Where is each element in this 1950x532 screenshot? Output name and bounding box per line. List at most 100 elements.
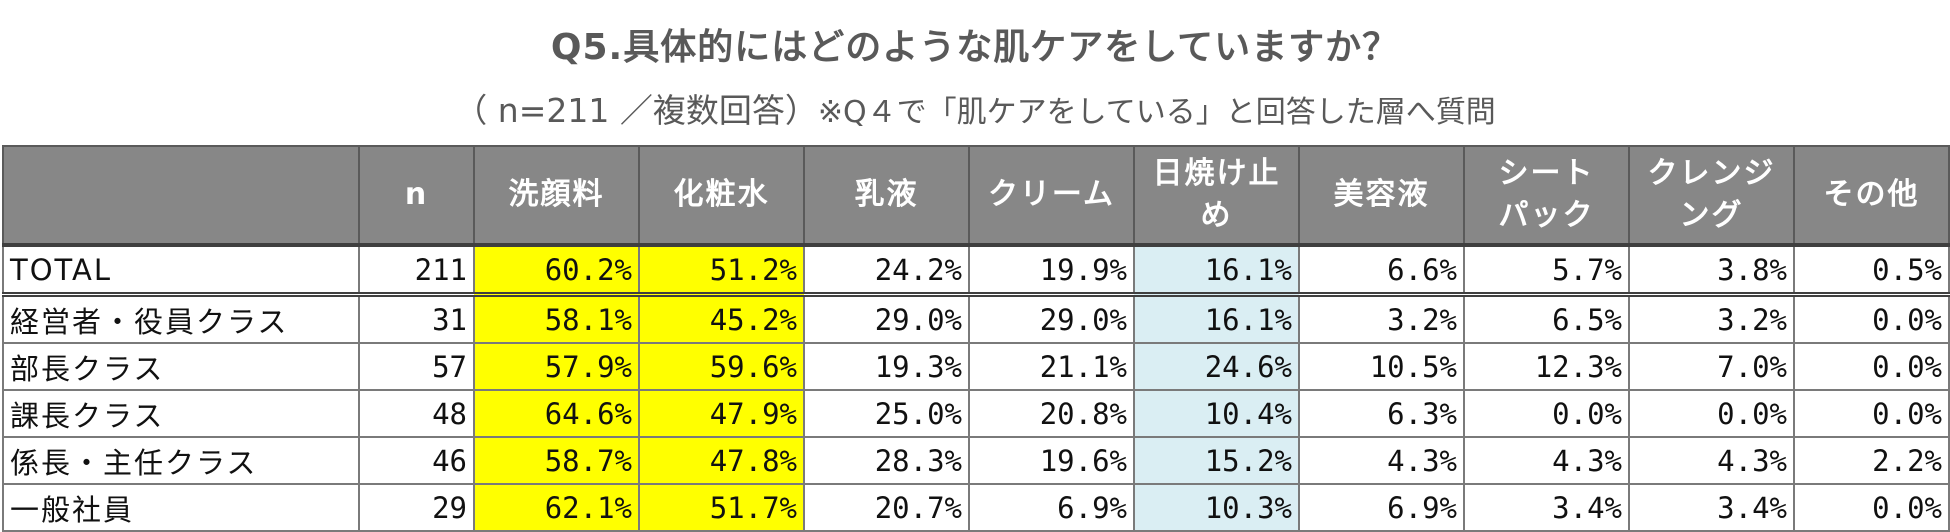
value-cell: 24.2%: [803, 243, 970, 297]
column-header: クリーム: [968, 145, 1135, 246]
value-cell: 64.6%: [473, 389, 640, 438]
value-cell: 12.3%: [1463, 342, 1630, 391]
column-header-label: 洗顔料: [508, 177, 605, 212]
table-row: TOTAL 211 60.2% 51.2% 24.2% 19.9% 16.1% 6.6% 5.7…: [2, 243, 1950, 297]
value-cell: 62.1%: [473, 483, 640, 532]
row-n: 46: [358, 436, 475, 485]
column-header: n: [358, 145, 475, 246]
value-cell: 10.4%: [1133, 389, 1300, 438]
row-n: 29: [358, 483, 475, 532]
value-cell: 29.0%: [968, 293, 1135, 344]
results-table: n 洗顔料 化粧水 乳液 クリーム 日焼け止め美容液 シート パック クレンジ ング その他 TOT…: [2, 145, 1950, 532]
row-n: 57: [358, 342, 475, 391]
value-cell: 4.3%: [1298, 436, 1465, 485]
header-row: n 洗顔料 化粧水 乳液 クリーム 日焼け止め美容液 シート パック クレンジ ング その他: [2, 145, 1950, 246]
value-cell: 4.3%: [1628, 436, 1795, 485]
value-cell: 20.7%: [803, 483, 970, 532]
column-header-label-line2: パック: [1498, 198, 1595, 233]
column-header: シート パック: [1463, 145, 1630, 246]
value-cell: 2.2%: [1793, 436, 1950, 485]
row-n: 31: [358, 293, 475, 344]
value-cell: 28.3%: [803, 436, 970, 485]
value-cell: 3.2%: [1628, 293, 1795, 344]
value-cell: 19.3%: [803, 342, 970, 391]
table-row: 一般社員 29 62.1% 51.7% 20.7% 6.9% 10.3% 6.9% 3.4% 3.…: [2, 483, 1950, 532]
value-cell: 0.0%: [1463, 389, 1630, 438]
value-cell: 57.9%: [473, 342, 640, 391]
value-cell: 25.0%: [803, 389, 970, 438]
column-header: 日焼け止め: [1133, 145, 1300, 246]
column-header: [2, 145, 360, 246]
value-cell: 20.8%: [968, 389, 1135, 438]
value-cell: 19.9%: [968, 243, 1135, 297]
row-label: 経営者・役員クラス: [2, 293, 360, 344]
value-cell: 0.5%: [1793, 243, 1950, 297]
column-header-label: 化粧水: [673, 177, 770, 212]
value-cell: 47.9%: [638, 389, 805, 438]
row-label: 係長・主任クラス: [2, 436, 360, 485]
value-cell: 5.7%: [1463, 243, 1630, 297]
value-cell: 24.6%: [1133, 342, 1300, 391]
column-header-label: 乳液: [854, 177, 919, 212]
chart-title: Q5.具体的にはどのような肌ケアをしていますか？: [550, 27, 1400, 68]
table-row: 係長・主任クラス 46 58.7% 47.8% 28.3% 19.6% 15.2% 4.3% 4…: [2, 436, 1950, 485]
value-cell: 4.3%: [1463, 436, 1630, 485]
value-cell: 58.7%: [473, 436, 640, 485]
column-header-label: n: [404, 177, 429, 212]
table-row: 部長クラス 57 57.9% 59.6% 19.3% 21.1% 24.6% 10.5% 12.…: [2, 342, 1950, 391]
value-cell: 3.2%: [1298, 293, 1465, 344]
column-header: その他: [1793, 145, 1950, 246]
column-header-label: シート: [1498, 156, 1595, 191]
value-cell: 7.0%: [1628, 342, 1795, 391]
value-cell: 6.3%: [1298, 389, 1465, 438]
row-label: TOTAL: [2, 243, 360, 297]
column-header-label: クレンジ: [1647, 156, 1776, 191]
value-cell: 10.3%: [1133, 483, 1300, 532]
value-cell: 0.0%: [1628, 389, 1795, 438]
row-n: 48: [358, 389, 475, 438]
column-header-label-line2: ング: [1679, 198, 1744, 233]
column-header-label-line2: め: [1200, 198, 1233, 233]
value-cell: 10.5%: [1298, 342, 1465, 391]
value-cell: 47.8%: [638, 436, 805, 485]
value-cell: 60.2%: [473, 243, 640, 297]
value-cell: 3.4%: [1628, 483, 1795, 532]
value-cell: 15.2%: [1133, 436, 1300, 485]
column-header: 洗顔料: [473, 145, 640, 246]
value-cell: 6.6%: [1298, 243, 1465, 297]
value-cell: 16.1%: [1133, 293, 1300, 344]
value-cell: 0.0%: [1793, 293, 1950, 344]
value-cell: 58.1%: [473, 293, 640, 344]
value-cell: 6.9%: [968, 483, 1135, 532]
value-cell: 3.4%: [1463, 483, 1630, 532]
row-label: 部長クラス: [2, 342, 360, 391]
subtitle-note: ※Q４で「肌ケアをしている」と回答した層へ質問: [817, 95, 1496, 130]
value-cell: 51.7%: [638, 483, 805, 532]
value-cell: 29.0%: [803, 293, 970, 344]
column-header-label: 美容液: [1333, 177, 1430, 212]
value-cell: 6.9%: [1298, 483, 1465, 532]
value-cell: 21.1%: [968, 342, 1135, 391]
column-header: 美容液: [1298, 145, 1465, 246]
value-cell: 59.6%: [638, 342, 805, 391]
value-cell: 0.0%: [1793, 483, 1950, 532]
row-label: 課長クラス: [2, 389, 360, 438]
column-header: 化粧水: [638, 145, 805, 246]
column-header: 乳液: [803, 145, 970, 246]
column-header-label: その他: [1823, 177, 1920, 212]
table-row: 課長クラス 48 64.6% 47.9% 25.0% 20.8% 10.4% 6.3% 0.0%…: [2, 389, 1950, 438]
value-cell: 45.2%: [638, 293, 805, 344]
value-cell: 3.8%: [1628, 243, 1795, 297]
table-row: 経営者・役員クラス 31 58.1% 45.2% 29.0% 29.0% 16.1% 3.2%…: [2, 293, 1950, 344]
column-header-label: クリーム: [987, 177, 1116, 212]
value-cell: 19.6%: [968, 436, 1135, 485]
value-cell: 6.5%: [1463, 293, 1630, 344]
value-cell: 0.0%: [1793, 342, 1950, 391]
row-n: 211: [358, 243, 475, 297]
value-cell: 0.0%: [1793, 389, 1950, 438]
chart-subtitle: （ n=211 ／複数回答）※Q４で「肌ケアをしている」と回答した層へ質問: [0, 84, 1950, 132]
column-header-label: 日焼け止: [1152, 156, 1281, 191]
value-cell: 16.1%: [1133, 243, 1300, 297]
row-label: 一般社員: [2, 483, 360, 532]
table-body: TOTAL 211 60.2% 51.2% 24.2% 19.9% 16.1% 6.6% 5.7…: [2, 243, 1950, 532]
